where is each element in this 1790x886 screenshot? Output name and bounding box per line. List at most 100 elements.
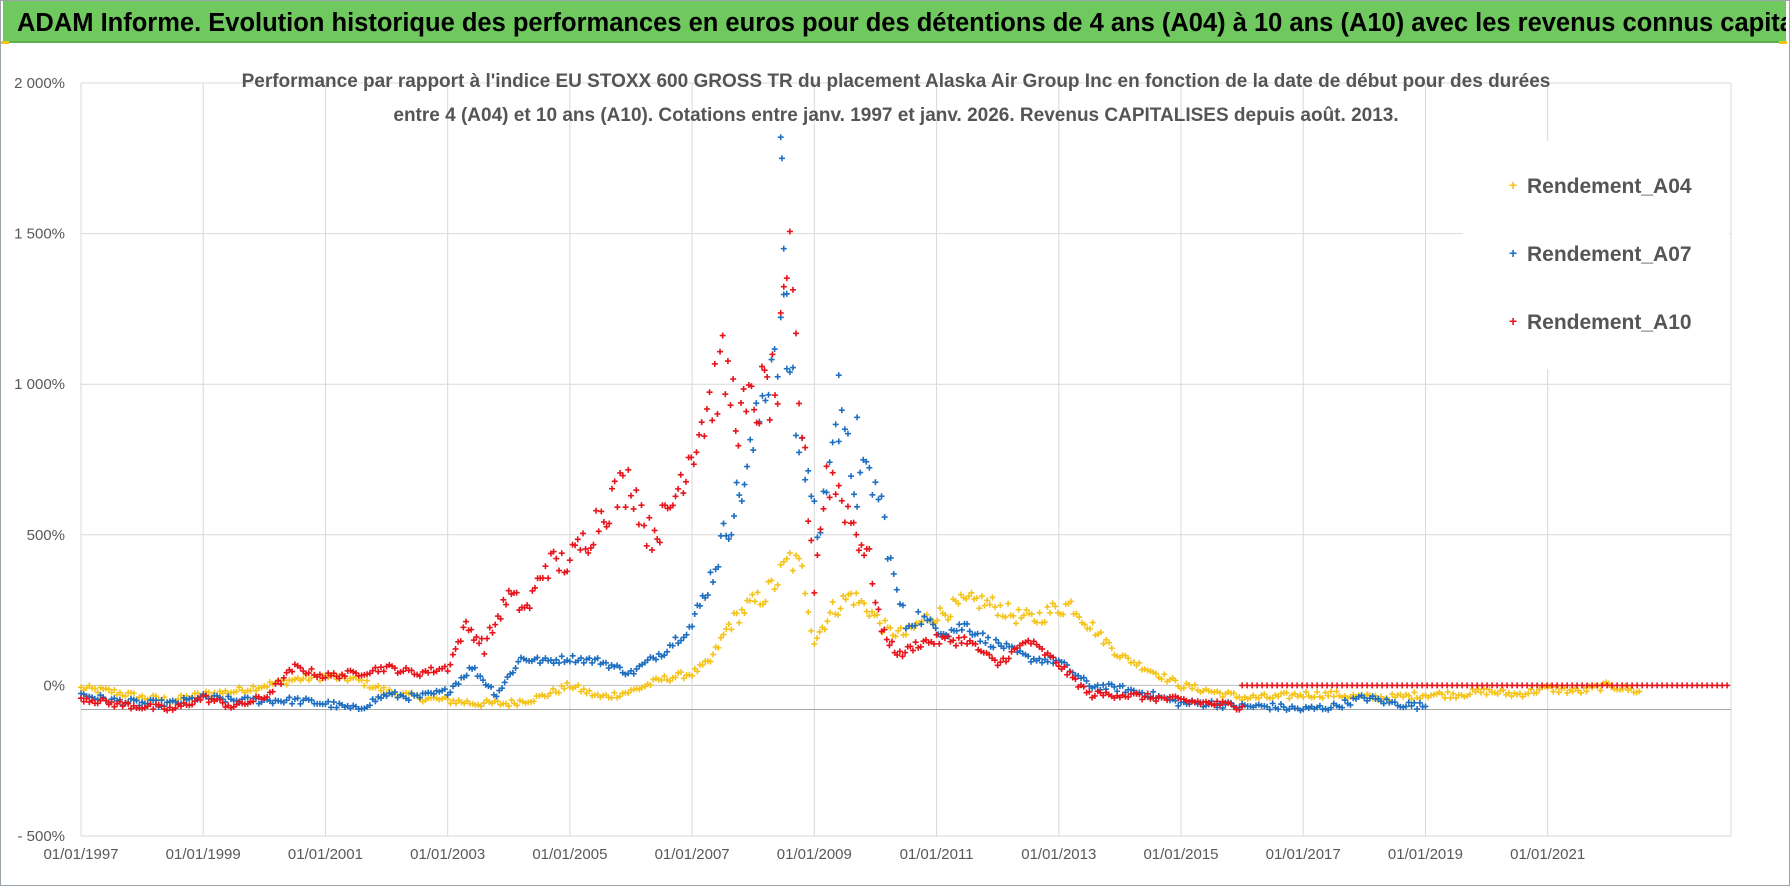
point-rendement_a10 [529,587,536,594]
point-rendement_a10 [579,530,586,537]
point-rendement_a07 [689,623,696,630]
point-rendement_a04 [1300,694,1307,701]
point-rendement_a04 [942,612,949,619]
point-rendement_a04 [564,680,571,687]
y-tick-label: 1 000% [14,376,65,393]
point-rendement_a04 [1447,694,1454,701]
point-rendement_a10 [866,545,873,552]
x-tick-label: 01/01/2021 [1510,846,1585,863]
point-rendement_a04 [903,631,909,638]
point-rendement_a10 [595,528,602,535]
point-rendement_a04 [233,688,240,695]
point-rendement_a10 [489,629,496,636]
point-rendement_a10 [789,286,796,293]
point-rendement_a04 [575,682,582,689]
point-rendement_a07 [691,610,698,617]
point-rendement_a04 [771,586,778,593]
point-rendement_a04 [853,590,860,597]
point-rendement_a10 [577,546,584,553]
point-rendement_a04 [850,601,857,608]
point-rendement_a10 [783,275,790,282]
point-rendement_a07 [479,677,486,684]
point-rendement_a10 [78,695,84,702]
point-rendement_a07 [1403,703,1409,710]
point-rendement_a10 [802,444,809,451]
point-rendement_a04 [1044,603,1051,610]
point-rendement_a07 [308,697,315,704]
point-rendement_a04 [1076,613,1083,620]
point-rendement_a07 [672,634,679,641]
point-rendement_a07 [872,479,879,486]
point-rendement_a04 [1478,689,1484,696]
point-rendement_a04 [364,677,371,684]
point-rendement_a04 [720,631,727,638]
point-rendement_a07 [838,407,845,414]
point-rendement_a04 [777,561,784,568]
point-rendement_a10 [780,283,787,290]
point-rendement_a04 [1439,691,1446,698]
point-rendement_a10 [1150,695,1157,702]
point-rendement_a07 [297,700,304,707]
point-rendement_a07 [566,658,573,665]
point-rendement_a10 [308,665,315,672]
point-rendement_a07 [189,695,196,702]
point-rendement_a07 [710,579,717,586]
point-rendement_a10 [449,651,456,658]
point-rendement_a04 [802,590,809,597]
point-rendement_a04 [1172,677,1179,684]
point-rendement_a07 [1341,697,1348,704]
point-rendement_a10 [1141,693,1148,700]
point-rendement_a07 [704,591,711,598]
point-rendement_a07 [1347,701,1354,708]
x-tick-label: 01/01/2001 [288,846,363,863]
point-rendement_a07 [893,586,900,593]
point-rendement_a07 [778,155,785,162]
point-rendement_a07 [488,683,495,690]
point-rendement_a07 [863,458,870,465]
point-rendement_a07 [820,488,827,495]
point-rendement_a10 [478,635,485,642]
point-rendement_a07 [286,694,293,701]
point-rendement_a10 [481,650,488,657]
point-rendement_a04 [1569,688,1576,695]
point-rendement_a10 [441,663,448,670]
point-rendement_a04 [887,624,894,631]
legend-marker-a10: + [1509,313,1518,329]
point-rendement_a04 [1325,692,1332,699]
point-rendement_a10 [930,640,937,647]
point-rendement_a10 [400,668,407,675]
point-rendement_a10 [380,668,387,675]
point-rendement_a10 [706,389,713,396]
point-rendement_a04 [1408,696,1415,703]
point-rendement_a10 [539,575,546,582]
point-rendement_a04 [733,610,740,617]
point-rendement_a07 [736,492,743,499]
point-rendement_a07 [1080,674,1087,681]
point-rendement_a04 [1505,689,1512,696]
point-rendement_a04 [816,628,823,635]
point-rendement_a10 [316,671,323,678]
point-rendement_a10 [1164,697,1171,704]
point-rendement_a10 [622,504,629,511]
y-tick-label: - 500% [17,828,65,845]
point-rendement_a10 [108,699,115,706]
point-rendement_a10 [711,360,718,367]
point-rendement_a10_flat [1724,682,1731,689]
point-rendement_a07 [747,436,754,443]
point-rendement_a10 [769,351,776,358]
point-rendement_a10 [305,670,312,677]
point-rendement_a10 [476,640,483,647]
point-rendement_a10 [724,358,731,365]
point-rendement_a04 [768,577,775,584]
point-rendement_a10 [611,478,618,485]
point-rendement_a07 [1036,655,1043,662]
point-rendement_a07 [1111,683,1118,690]
point-rendement_a04 [1052,603,1059,610]
point-rendement_a07 [653,656,659,663]
point-rendement_a10 [820,505,827,512]
point-rendement_a10 [1066,668,1073,675]
point-rendement_a10 [513,589,520,596]
point-rendement_a04 [105,686,112,693]
point-rendement_a04 [658,677,665,684]
point-rendement_a04 [250,683,257,690]
